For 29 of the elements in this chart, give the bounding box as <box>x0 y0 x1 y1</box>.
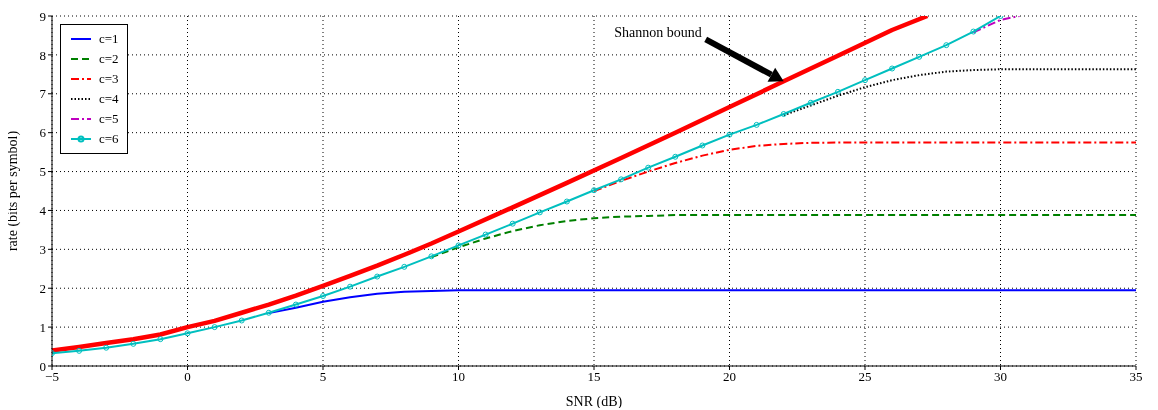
x-tick-label: 5 <box>319 369 327 385</box>
y-tick-label: 6 <box>39 125 47 141</box>
y-tick-label: 5 <box>39 164 46 180</box>
legend-label: c=4 <box>99 91 119 107</box>
legend-label: c=2 <box>99 51 119 67</box>
legend-label: c=1 <box>99 31 119 47</box>
x-tick-label: 25 <box>858 369 872 385</box>
x-tick-label: 35 <box>1129 369 1143 385</box>
line-series <box>593 141 1136 192</box>
y-tick-label: 7 <box>39 86 47 102</box>
y-axis-title: rate (bits per symbol) <box>4 130 21 252</box>
y-tick-label: 9 <box>39 8 46 24</box>
legend-label: c=5 <box>99 111 119 127</box>
x-tick-label: −5 <box>45 369 59 385</box>
annotation: Shannon bound <box>614 25 702 41</box>
x-tick-label: 15 <box>587 369 601 385</box>
y-tick-label: 2 <box>39 280 46 296</box>
line-series <box>430 214 1136 259</box>
y-tick-label: 4 <box>39 203 47 219</box>
y-tick-label: 1 <box>39 319 46 335</box>
y-tick-label: 8 <box>39 47 46 63</box>
x-tick-label: 30 <box>994 369 1007 385</box>
legend-label: c=3 <box>99 71 119 87</box>
x-tick-label: 20 <box>723 369 736 385</box>
y-tick-label: 3 <box>39 241 46 257</box>
legend-label: c=6 <box>99 131 119 147</box>
x-tick-label: 0 <box>184 369 191 385</box>
x-tick-label: 10 <box>452 369 465 385</box>
y-tick-label: 0 <box>39 358 46 374</box>
